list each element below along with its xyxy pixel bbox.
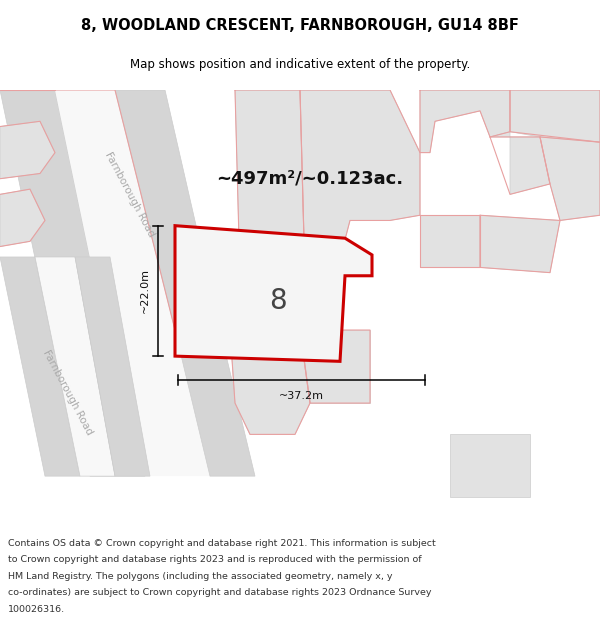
Polygon shape xyxy=(510,90,600,142)
Polygon shape xyxy=(230,330,310,434)
Polygon shape xyxy=(300,330,370,403)
Polygon shape xyxy=(480,215,560,272)
Text: ~22.0m: ~22.0m xyxy=(140,268,150,313)
Polygon shape xyxy=(175,330,255,476)
Polygon shape xyxy=(0,257,80,476)
Polygon shape xyxy=(200,238,295,346)
Text: 8, WOODLAND CRESCENT, FARNBOROUGH, GU14 8BF: 8, WOODLAND CRESCENT, FARNBOROUGH, GU14 … xyxy=(81,18,519,32)
Text: ~497m²/~0.123ac.: ~497m²/~0.123ac. xyxy=(217,170,404,187)
Text: to Crown copyright and database rights 2023 and is reproduced with the permissio: to Crown copyright and database rights 2… xyxy=(8,556,421,564)
Polygon shape xyxy=(175,226,372,361)
Text: ~37.2m: ~37.2m xyxy=(279,391,324,401)
Polygon shape xyxy=(0,189,45,246)
Polygon shape xyxy=(0,90,105,330)
Text: 8: 8 xyxy=(269,287,287,315)
Text: co-ordinates) are subject to Crown copyright and database rights 2023 Ordnance S: co-ordinates) are subject to Crown copyr… xyxy=(8,589,431,598)
Polygon shape xyxy=(55,90,175,330)
Text: Farnborough Road: Farnborough Road xyxy=(103,150,157,239)
Polygon shape xyxy=(115,90,220,330)
Polygon shape xyxy=(75,257,150,476)
Polygon shape xyxy=(420,215,480,268)
Polygon shape xyxy=(105,330,210,476)
Polygon shape xyxy=(540,137,600,221)
Polygon shape xyxy=(0,121,55,179)
Text: Map shows position and indicative extent of the property.: Map shows position and indicative extent… xyxy=(130,58,470,71)
Polygon shape xyxy=(420,90,510,152)
Text: Farnborough Road: Farnborough Road xyxy=(41,349,95,437)
Polygon shape xyxy=(490,132,550,194)
Polygon shape xyxy=(50,330,145,476)
Text: 100026316.: 100026316. xyxy=(8,605,65,614)
Polygon shape xyxy=(300,90,420,278)
Polygon shape xyxy=(235,90,305,278)
Text: Contains OS data © Crown copyright and database right 2021. This information is : Contains OS data © Crown copyright and d… xyxy=(8,539,436,548)
Polygon shape xyxy=(450,434,530,497)
Polygon shape xyxy=(35,257,115,476)
Text: HM Land Registry. The polygons (including the associated geometry, namely x, y: HM Land Registry. The polygons (includin… xyxy=(8,572,392,581)
